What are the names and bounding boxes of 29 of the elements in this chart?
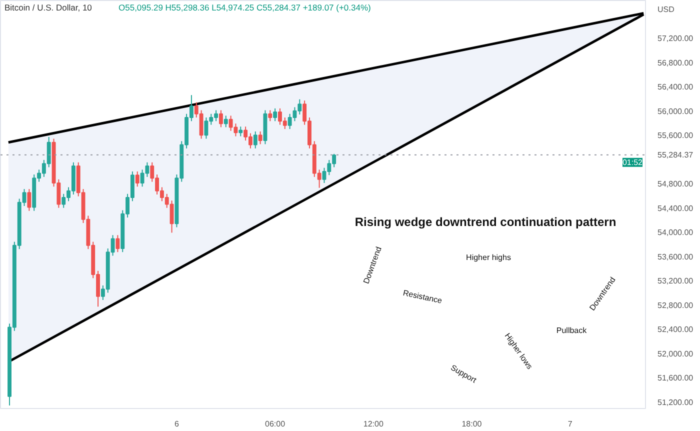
ref-line-label: 55,284.37 (658, 150, 694, 160)
y-axis-title: USD (658, 4, 675, 14)
annotation: Higher highs (466, 252, 511, 262)
y-tick-label: 54,400.00 (658, 204, 694, 213)
annotation: Resistance (402, 288, 444, 306)
y-tick-label: 54,000.00 (658, 228, 694, 238)
y-tick-label: 52,400.00 (658, 325, 694, 334)
x-tick-label: 6 (174, 420, 180, 428)
chart-subtitle: O55,095.29 H55,298.36 L54,974.25 C55,284.37 +189.07 (+0.34%) (118, 2, 372, 12)
y-tick-label: 56,800.00 (658, 58, 694, 68)
annotation: 01:52 (622, 158, 644, 167)
y-tick-label: 52,800.00 (658, 300, 694, 310)
x-tick-label: 12:00 (363, 420, 384, 428)
y-tick-label: 56,400.00 (658, 82, 694, 92)
y-tick-label: 51,600.00 (658, 374, 694, 383)
x-tick-label: 18:00 (462, 420, 482, 428)
y-tick-label: 53,200.00 (658, 276, 694, 286)
y-tick-label: 56,000.00 (658, 106, 694, 116)
y-tick-label: 55,600.00 (658, 131, 694, 140)
y-tick-label: 51,200.00 (658, 398, 694, 407)
y-tick-label: 52,000.00 (658, 349, 694, 358)
y-tick-label: 54,800.00 (658, 180, 694, 189)
y-tick-label: 53,600.00 (658, 252, 694, 262)
x-tick-label: 06:00 (265, 420, 286, 428)
annotation: Pullback (556, 326, 588, 335)
chart-title: Bitcoin / U.S. Dollar, 10 (4, 2, 92, 12)
y-tick-label: 57,200.00 (658, 34, 694, 44)
x-tick-label: 7 (568, 420, 573, 428)
annotation: Rising wedge downtrend continuation pattern (354, 214, 616, 229)
